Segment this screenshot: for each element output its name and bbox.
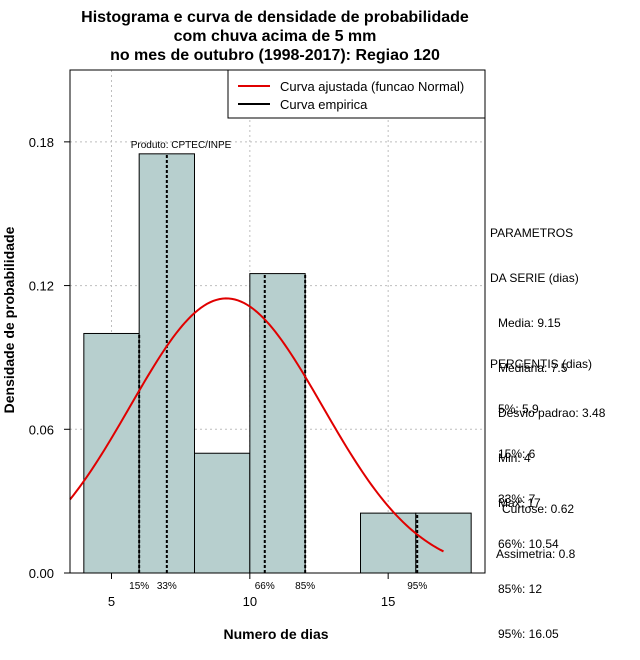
percentile-label-3: 85%: [295, 581, 315, 592]
stat-min: Min: 4: [498, 451, 531, 465]
percentis-panel: PERCENTIS (dias) 5%: 5.9 15%: 6 33%: 7 6…: [490, 327, 592, 657]
percentil-15: 15%: 6: [498, 447, 536, 461]
y-tick-label-2: 0.12: [29, 279, 54, 294]
histogram-bar-6: [415, 512, 472, 574]
credit-label: Produto: CPTEC/INPE: [131, 140, 232, 151]
stat-assimetria: Assimetria: 0.8: [496, 547, 576, 561]
x-axis-label: Numero de dias: [223, 626, 328, 642]
legend: Curva ajustada (funcao Normal) Curva emp…: [227, 69, 486, 119]
histogram-bar-0: [83, 332, 140, 574]
x-tick-label-0: 5: [108, 594, 115, 609]
x-tick-label-1: 10: [243, 594, 257, 609]
percentile-label-0: 15%: [129, 581, 149, 592]
percentile-label-2: 66%: [255, 581, 275, 592]
y-axis-label: Densidade de probabilidade: [1, 226, 17, 413]
parametros-title-2: DA SERIE (dias): [490, 271, 579, 285]
parametros-title-1: PARAMETROS: [490, 226, 574, 240]
percentile-markers: 15% 33% 66% 85% 95%: [129, 153, 427, 592]
y-tick-label-0: 0.00: [29, 566, 54, 581]
percentis-title: PERCENTIS (dias): [490, 357, 593, 371]
percentil-95: 95%: 16.05: [498, 627, 559, 641]
chart-title-line-3: no mes de outubro (1998-2017): Regiao 12…: [110, 47, 440, 64]
stat-desvio: Desvio padrao: 3.48: [498, 406, 606, 420]
stat-media: Media: 9.15: [498, 316, 561, 330]
percentile-label-1: 33%: [157, 581, 177, 592]
histogram-bar-5: [360, 512, 417, 574]
histogram-bars: [83, 153, 472, 574]
percentil-85: 85%: 12: [498, 582, 543, 596]
legend-box: [227, 69, 486, 119]
histogram-bar-2: [194, 452, 251, 574]
shape-panel: Curtose: 0.62 Assimetria: 0.8: [496, 472, 575, 577]
percentil-5: 5%: 5.9: [498, 402, 539, 416]
legend-label-fit: Curva ajustada (funcao Normal): [280, 79, 464, 94]
parametros-panel: PARAMETROS DA SERIE (dias) Media: 9.15 M…: [490, 196, 605, 526]
histogram-bar-3: [249, 273, 306, 574]
y-axis-ticks: 0.00 0.06 0.12 0.18: [29, 135, 70, 581]
normal-fit-curve: [69, 297, 444, 553]
histogram-bar-1: [138, 153, 196, 574]
y-tick-label-3: 0.18: [29, 135, 54, 150]
y-tick-label-1: 0.06: [29, 422, 54, 437]
percentil-66: 66%: 10.54: [498, 537, 559, 551]
stat-mediana: Mediana: 7.5: [498, 361, 568, 375]
x-tick-label-2: 15: [381, 594, 395, 609]
percentile-label-4: 95%: [407, 581, 427, 592]
legend-label-empirical: Curva empirica: [280, 97, 368, 112]
percentil-33: 33%: 7: [498, 492, 536, 506]
stat-curtose: Curtose: 0.62: [502, 502, 575, 516]
stat-max: Max: 17: [498, 496, 541, 510]
chart-title-line-1: Histograma e curva de densidade de proba…: [81, 9, 469, 26]
chart-title-line-2: com chuva acima de 5 mm: [174, 28, 377, 45]
x-axis-ticks: 5 10 15: [108, 573, 395, 609]
